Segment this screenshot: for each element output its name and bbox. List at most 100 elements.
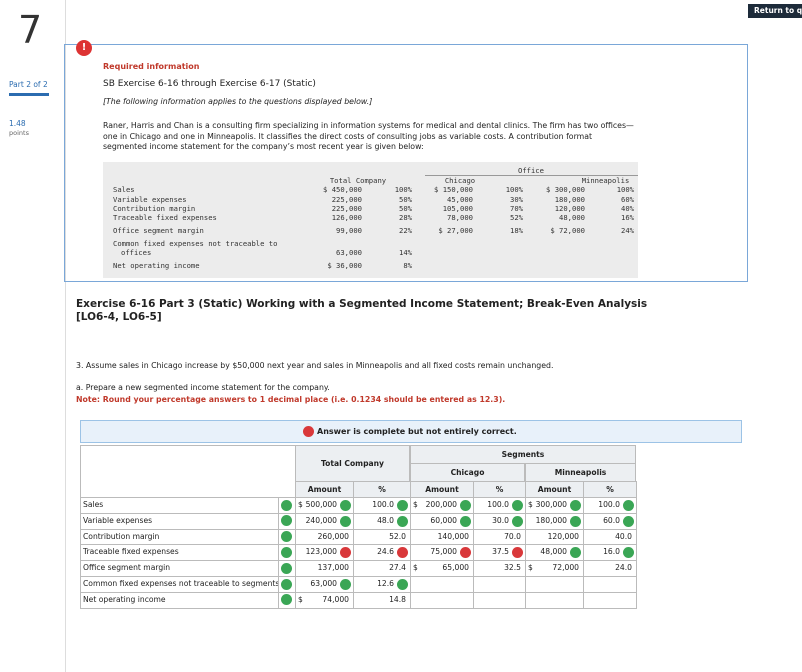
- points-value: 1.48: [9, 119, 26, 128]
- answer-cell: [583, 591, 637, 609]
- banner-text: Answer is complete but not entirely corr…: [317, 427, 517, 436]
- cell: 48,000: [559, 213, 585, 222]
- error-icon: [512, 547, 523, 559]
- cell: 22%: [399, 226, 412, 235]
- check-icon: [397, 500, 408, 511]
- row-label: Traceable fixed expenses: [113, 213, 217, 222]
- cell: 16%: [621, 213, 634, 222]
- cell: 99,000: [336, 226, 362, 235]
- part-indicator: Part 2 of 2: [9, 80, 48, 89]
- answer-cell: $500,000: [295, 497, 354, 514]
- check-icon: [570, 500, 581, 511]
- cell: 225,000: [331, 204, 362, 213]
- answer-value: 60.0: [603, 515, 620, 525]
- row-label: Office segment margin: [80, 560, 279, 577]
- answer-value: 63,000: [310, 579, 337, 588]
- answer-value: 30.0: [492, 515, 509, 525]
- cell: 78,000: [447, 213, 473, 222]
- cell: 180,000: [554, 195, 585, 204]
- column-header: Minneapolis: [581, 176, 630, 185]
- sub-header: %: [353, 481, 411, 498]
- answer-value: 260,000: [317, 531, 349, 541]
- answer-value: 200,000: [425, 500, 457, 509]
- row-label: Variable expenses: [80, 512, 279, 530]
- note-text: Note: Round your percentage answers to 1…: [76, 395, 506, 404]
- cell: 70%: [510, 204, 523, 213]
- check-icon: [512, 500, 523, 511]
- sidebar: [0, 0, 66, 672]
- info-label: Required information: [103, 62, 200, 71]
- answer-value: 32.5: [504, 563, 521, 573]
- sub-header: %: [583, 481, 637, 498]
- answer-value: 48.0: [377, 515, 394, 525]
- check-icon: [570, 515, 581, 527]
- answer-value: 14.8: [389, 594, 406, 604]
- answer-cell: $65,000: [410, 560, 474, 577]
- cell: 100%: [394, 185, 412, 194]
- check-icon: [397, 515, 408, 527]
- check-icon: [281, 546, 292, 558]
- check-icon: [623, 500, 634, 511]
- answer-value: 70.0: [504, 531, 521, 541]
- cell: $ 150,000: [434, 185, 473, 194]
- cell: 28%: [399, 213, 412, 222]
- cell: $ 450,000: [323, 185, 362, 194]
- cell: $ 72,000: [550, 226, 585, 235]
- answer-cell: 48,000: [525, 544, 584, 562]
- check-icon: [340, 579, 351, 590]
- currency-symbol: $: [298, 500, 303, 509]
- answer-cell: 123,000: [295, 544, 354, 562]
- header-blank: [80, 445, 296, 498]
- answer-value: 240,000: [305, 515, 337, 525]
- answer-cell: [525, 576, 584, 593]
- check-icon: [340, 515, 351, 527]
- answer-cell: [473, 576, 526, 593]
- answer-value: 500,000: [305, 500, 337, 509]
- answer-value: 137,000: [317, 563, 349, 573]
- answer-value: 74,000: [322, 594, 349, 604]
- answer-cell: 75,000: [410, 544, 474, 562]
- check-icon: [512, 515, 523, 527]
- answer-value: 27.4: [389, 563, 406, 573]
- row-label: Contribution margin: [80, 528, 279, 546]
- group-header: Office: [518, 166, 544, 175]
- error-icon: [397, 547, 408, 559]
- check-icon: [340, 500, 351, 511]
- question-number: 7: [18, 8, 43, 52]
- cell: 14%: [399, 248, 412, 257]
- answer-cell: $74,000: [295, 591, 354, 609]
- error-icon: [460, 547, 471, 559]
- info-box: [64, 44, 748, 282]
- answer-cell: 24.6: [353, 544, 411, 562]
- check-icon: [281, 531, 292, 543]
- row-label: Variable expenses: [113, 195, 187, 204]
- answer-cell: [583, 576, 637, 593]
- row-label: Office segment margin: [113, 226, 204, 235]
- cell: 18%: [510, 226, 523, 235]
- return-button[interactable]: Return to qu: [748, 4, 802, 18]
- answer-cell: 70.0: [473, 528, 526, 546]
- info-title: SB Exercise 6-16 through Exercise 6-17 (…: [103, 79, 316, 89]
- row-label: Common fixed expenses not traceable to o…: [113, 239, 278, 257]
- answer-value: 65,000: [442, 563, 469, 573]
- row-label: Net operating income: [80, 591, 279, 609]
- currency-symbol: $: [528, 500, 533, 509]
- answer-cell: [410, 591, 474, 609]
- cell: $ 300,000: [546, 185, 585, 194]
- currency-symbol: $: [413, 500, 418, 509]
- answer-cell: 14.8: [353, 591, 411, 609]
- answer-value: 300,000: [535, 500, 567, 509]
- answer-cell: 240,000: [295, 512, 354, 530]
- answer-cell: $200,000: [410, 497, 474, 514]
- answer-value: 180,000: [535, 515, 567, 525]
- answer-value: 48,000: [540, 547, 567, 557]
- answer-cell: [525, 591, 584, 609]
- answer-cell: 100.0: [473, 497, 526, 514]
- answer-value: 100.0: [598, 500, 620, 509]
- progress-bar: [9, 93, 49, 96]
- answer-cell: 260,000: [295, 528, 354, 546]
- error-icon: [340, 547, 351, 559]
- cell: 50%: [399, 195, 412, 204]
- cell: 8%: [403, 261, 412, 270]
